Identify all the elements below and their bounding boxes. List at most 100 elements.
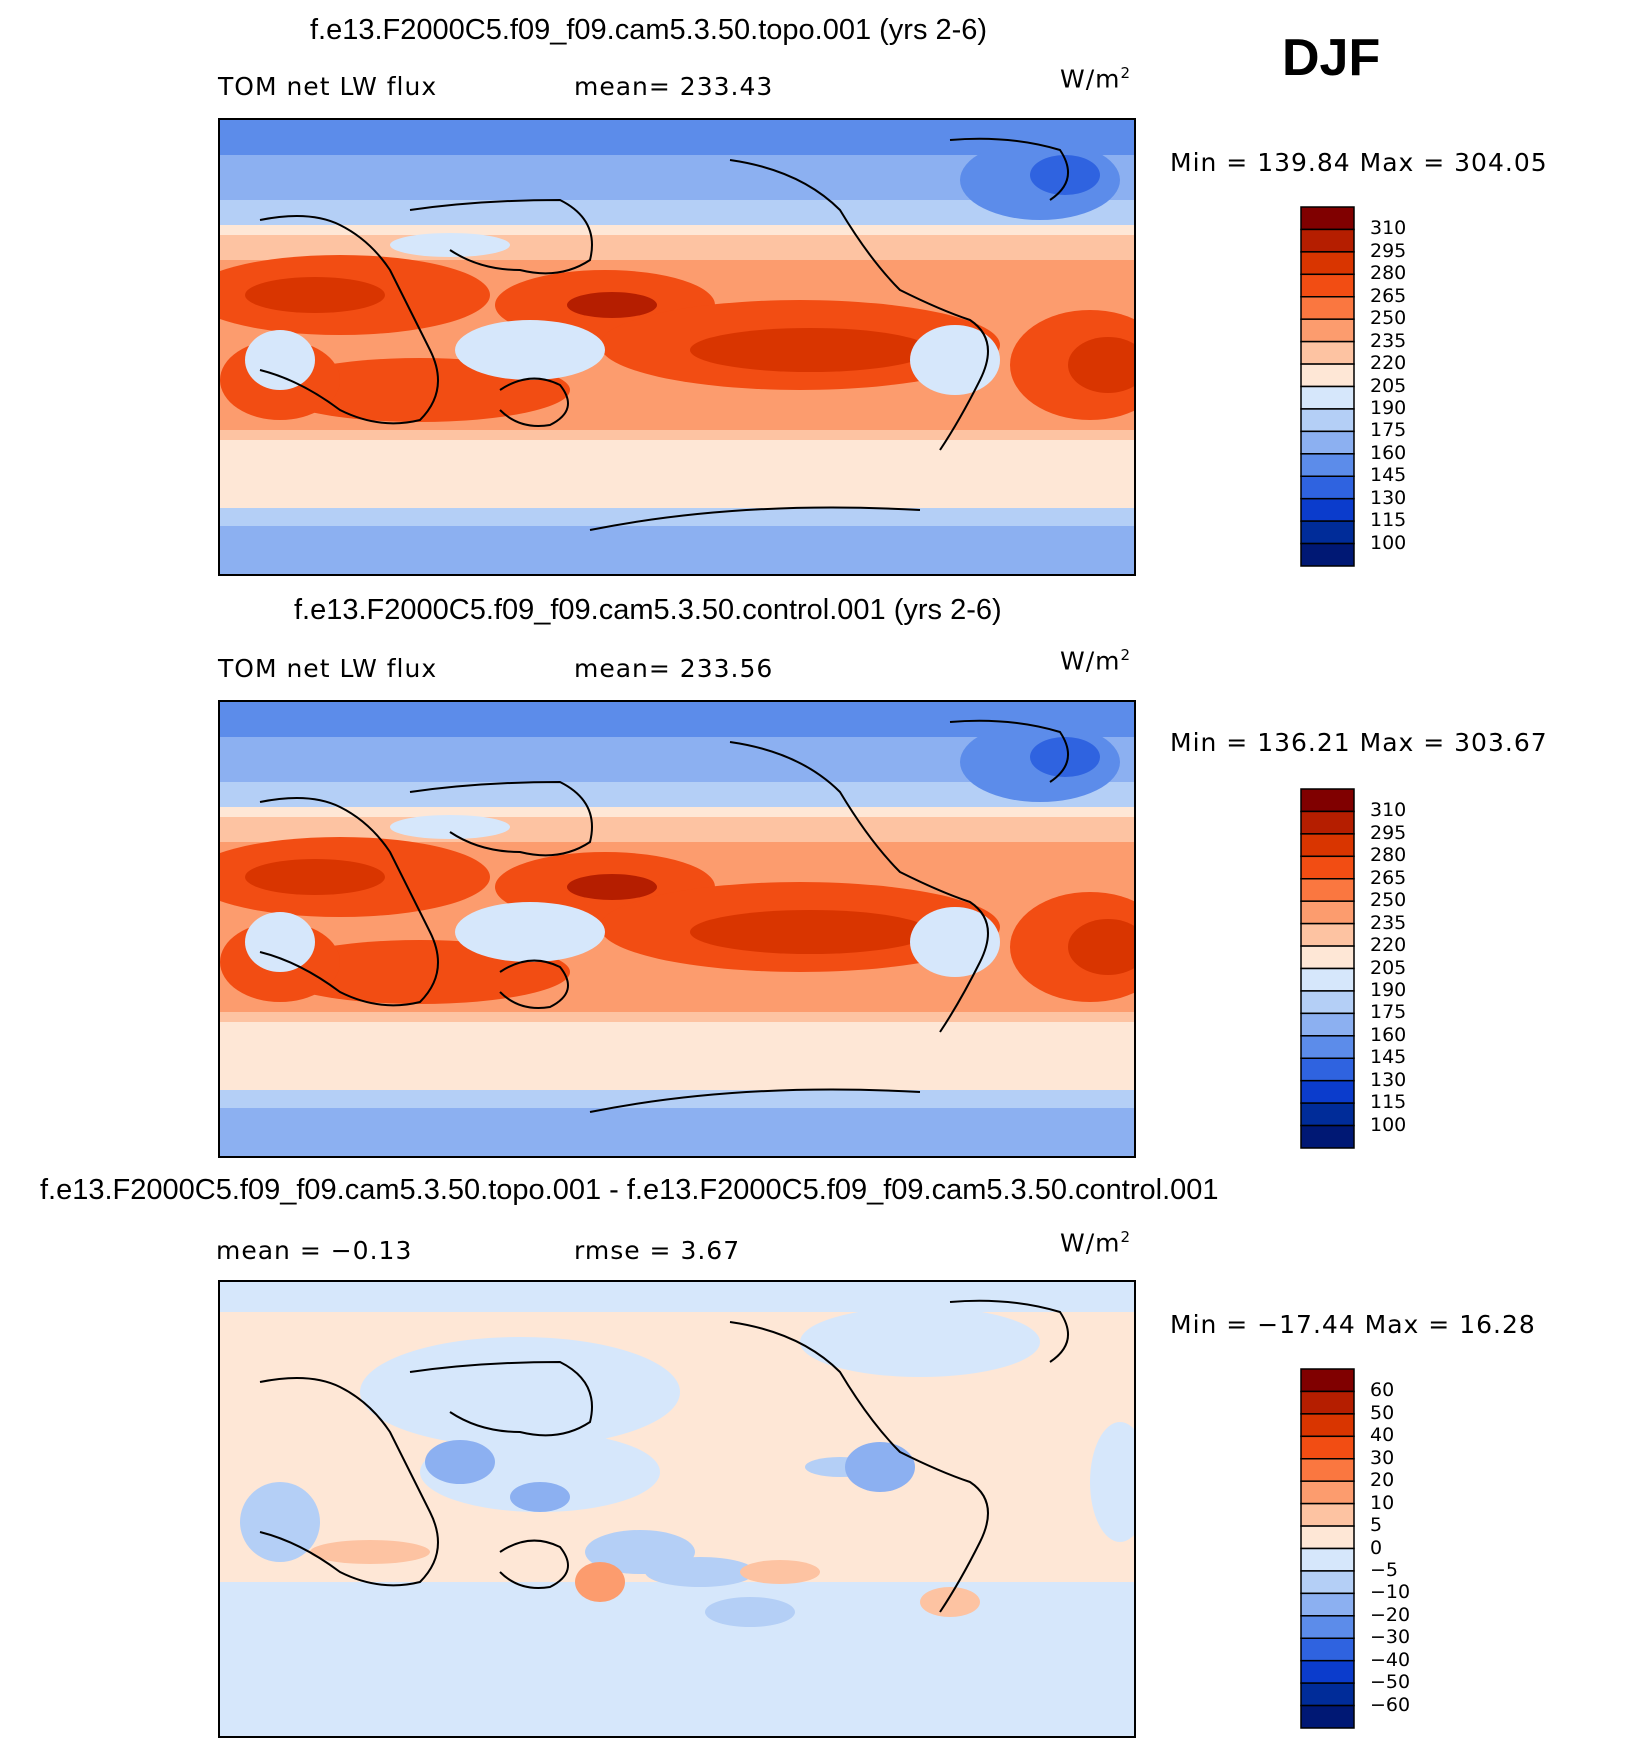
panel-2-variable-label: TOM net LW flux [218, 654, 438, 683]
colorbar-tick-label: 145 [1370, 1046, 1407, 1069]
colorbar-tick-label: 130 [1370, 1068, 1407, 1091]
colorbar-swatch [1300, 967, 1355, 992]
colorbar-swatch [1300, 1124, 1355, 1149]
colorbar-tick-label: 60 [1370, 1379, 1395, 1402]
colorbar-tick-label: 115 [1370, 1091, 1407, 1114]
colorbar-swatch [1300, 1413, 1355, 1438]
colorbar-tick-label: 160 [1370, 1023, 1407, 1046]
colorbar-swatch [1300, 1547, 1355, 1572]
colorbar-swatch [1300, 810, 1355, 835]
colorbar-tick-label: 265 [1370, 284, 1407, 307]
colorbar-tick-label: −20 [1370, 1603, 1411, 1626]
colorbar-swatch [1300, 1682, 1355, 1707]
colorbar-swatch [1300, 385, 1355, 410]
colorbar-swatch [1300, 1035, 1355, 1059]
panel-3-units: W/m2 [1060, 1228, 1132, 1258]
colorbar-tick-label: 310 [1370, 217, 1407, 240]
colorbar-swatch [1300, 1368, 1355, 1393]
colorbar-swatch [1300, 1079, 1355, 1104]
colorbar-tick-label: 310 [1370, 799, 1407, 822]
colorbar-tick-label: 235 [1370, 911, 1407, 934]
colorbar-tick-label: 220 [1370, 934, 1407, 957]
colorbar-tick-label: 100 [1370, 1113, 1407, 1136]
colorbar-swatch [1300, 273, 1355, 298]
colorbar-swatch [1300, 206, 1355, 231]
colorbar-tick-label: 0 [1370, 1536, 1383, 1559]
colorbar-swatch [1300, 1012, 1355, 1037]
colorbar-tick-label: 145 [1370, 464, 1407, 487]
colorbar-tick-label: 250 [1370, 889, 1407, 912]
colorbar-tick-label: −30 [1370, 1626, 1411, 1649]
panel-1-map-svg [220, 120, 1134, 574]
panel-1-map [218, 118, 1136, 576]
colorbar-tick-label: 280 [1370, 262, 1407, 285]
colorbar-swatch [1300, 945, 1355, 970]
colorbar-tick-label: 5 [1370, 1514, 1383, 1537]
colorbar-swatch [1300, 1057, 1355, 1082]
colorbar-swatch [1300, 520, 1355, 545]
panel-3-title: f.e13.F2000C5.f09_f09.cam5.3.50.topo.001… [40, 1174, 1219, 1206]
colorbar-swatch [1300, 878, 1355, 902]
colorbar-swatch [1300, 1525, 1355, 1550]
panel-3-map-svg [220, 1282, 1134, 1736]
colorbar-swatch [1300, 1502, 1355, 1527]
colorbar-swatch [1300, 990, 1355, 1015]
colorbar-swatch [1300, 1435, 1355, 1460]
colorbar-swatch [1300, 453, 1355, 477]
colorbar-swatch [1300, 542, 1355, 567]
colorbar-swatch [1300, 1480, 1355, 1505]
colorbar-swatch [1300, 363, 1355, 388]
colorbar-tick-label: 160 [1370, 441, 1407, 464]
colorbar-tick-label: 280 [1370, 844, 1407, 867]
colorbar-swatch [1300, 296, 1355, 320]
panel-1-colorbar-svg [1300, 206, 1355, 567]
panel-2-colorbar-svg [1300, 788, 1355, 1149]
panel-2-title: f.e13.F2000C5.f09_f09.cam5.3.50.control.… [294, 594, 1002, 626]
colorbar-swatch [1300, 251, 1355, 276]
colorbar-tick-label: 100 [1370, 531, 1407, 554]
panel-3-rmse-label: rmse = 3.67 [574, 1236, 741, 1265]
colorbar-tick-label: 30 [1370, 1446, 1395, 1469]
colorbar-tick-label: 265 [1370, 866, 1407, 889]
colorbar-swatch [1300, 1615, 1355, 1639]
colorbar-swatch [1300, 900, 1355, 925]
panel-3-min-max: Min = −17.44 Max = 16.28 [1170, 1310, 1536, 1339]
colorbar-tick-label: 205 [1370, 956, 1407, 979]
panel-3-colorbar-svg [1300, 1368, 1355, 1729]
colorbar-tick-label: 250 [1370, 307, 1407, 330]
colorbar-tick-label: 205 [1370, 374, 1407, 397]
colorbar-swatch [1300, 1659, 1355, 1684]
colorbar-swatch [1300, 228, 1355, 253]
colorbar-tick-label: 20 [1370, 1469, 1395, 1492]
panel-1-variable-label: TOM net LW flux [218, 72, 438, 101]
colorbar-tick-label: −50 [1370, 1671, 1411, 1694]
panel-2-units: W/m2 [1060, 646, 1132, 676]
colorbar-swatch [1300, 1390, 1355, 1415]
colorbar-tick-label: 10 [1370, 1491, 1395, 1514]
colorbar-tick-label: 190 [1370, 978, 1407, 1001]
panel-3-map [218, 1280, 1136, 1738]
colorbar-swatch [1300, 497, 1355, 522]
colorbar-tick-label: 235 [1370, 329, 1407, 352]
panel-2-map [218, 700, 1136, 1158]
colorbar-swatch [1300, 1637, 1355, 1662]
colorbar-swatch [1300, 788, 1355, 813]
colorbar-swatch [1300, 475, 1355, 500]
colorbar-swatch [1300, 1592, 1355, 1617]
colorbar-tick-label: 190 [1370, 396, 1407, 419]
season-label: DJF [1282, 29, 1381, 87]
colorbar-tick-label: 50 [1370, 1401, 1395, 1424]
colorbar-tick-label: 40 [1370, 1424, 1395, 1447]
panel-3-colorbar [1300, 1368, 1355, 1729]
colorbar-swatch [1300, 340, 1355, 365]
panel-2-min-max: Min = 136.21 Max = 303.67 [1170, 728, 1548, 757]
colorbar-swatch [1300, 1570, 1355, 1595]
colorbar-swatch [1300, 1704, 1355, 1729]
colorbar-tick-label: 130 [1370, 486, 1407, 509]
panel-2-map-svg [220, 702, 1134, 1156]
colorbar-swatch [1300, 1102, 1355, 1127]
colorbar-swatch [1300, 1458, 1355, 1482]
panel-1-min-max: Min = 139.84 Max = 304.05 [1170, 148, 1548, 177]
colorbar-tick-label: 295 [1370, 239, 1407, 262]
colorbar-tick-label: −60 [1370, 1693, 1411, 1716]
